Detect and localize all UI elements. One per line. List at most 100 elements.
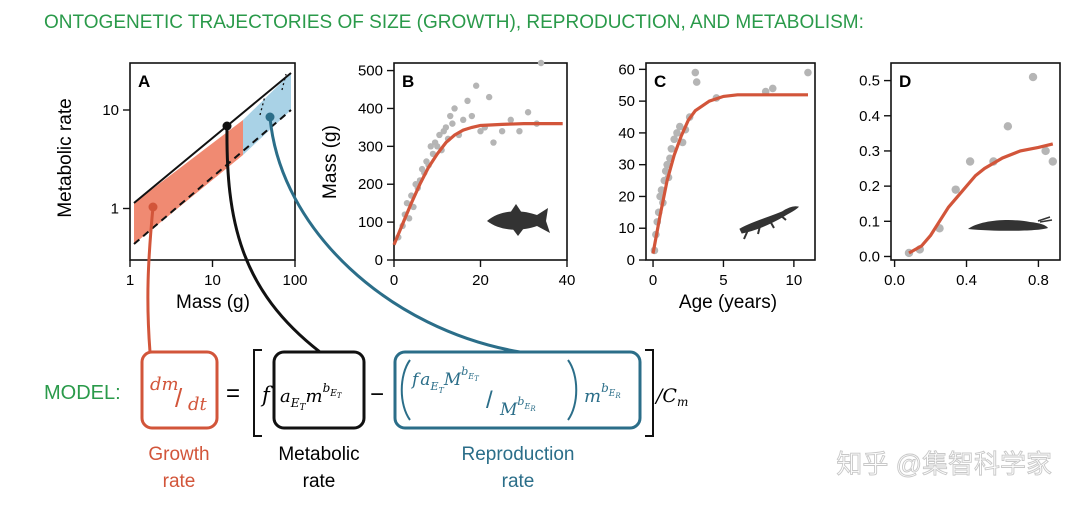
minus-sign: − xyxy=(370,381,384,408)
data-point xyxy=(485,93,493,101)
y-tick-label: 1 xyxy=(111,200,119,217)
panel-a-reproduction-dotted xyxy=(259,73,287,116)
data-point xyxy=(477,127,484,135)
data-point xyxy=(673,129,681,137)
y-tick-label: 10 xyxy=(102,102,119,119)
x-tick-label: 40 xyxy=(559,272,576,289)
slug-icon xyxy=(968,216,1053,231)
y-tick-label: 500 xyxy=(358,63,383,80)
connector-growth xyxy=(146,206,155,353)
y-tick-label: 0.2 xyxy=(859,178,880,195)
panel-a-letter: A xyxy=(138,72,150,91)
x-tick-label: 1 xyxy=(126,272,134,289)
panel-b-letter: B xyxy=(402,72,414,91)
panel-c-y-ticks: 0 10 20 30 40 50 60 xyxy=(618,61,646,269)
y-tick-label: 0.0 xyxy=(859,248,880,265)
data-point xyxy=(667,144,676,153)
x-tick-label: 5 xyxy=(719,272,727,289)
fish-icon xyxy=(487,204,550,236)
panel-a-maintenance-line xyxy=(133,109,292,245)
data-point xyxy=(427,143,434,150)
panel-c-frame xyxy=(645,62,816,261)
data-point xyxy=(1041,146,1050,156)
data-point xyxy=(516,127,523,135)
panel-c-xlabel: Age (years) xyxy=(679,292,777,313)
data-point xyxy=(451,105,458,112)
y-tick-label: 30 xyxy=(618,157,635,174)
data-point xyxy=(460,116,467,124)
panel-a-x-ticks: 1 10 100 xyxy=(126,260,308,289)
reproduction-caption-1: Reproduction xyxy=(461,444,574,465)
panel-a: A 1 10 1 10 100 Metabolic rate Mass (g) xyxy=(55,62,308,313)
x-tick-label: 0.8 xyxy=(1028,272,1049,289)
x-tick-label: 100 xyxy=(282,272,307,289)
data-point xyxy=(490,139,497,146)
metabolic-caption-1: Metabolic xyxy=(278,444,359,465)
panel-b: B 0 100 200 300 400 500 0 20 40 Mass (g) xyxy=(320,59,576,289)
panel-c: C 0 10 20 30 40 50 60 0 5 10 Age (years) xyxy=(618,61,816,313)
growth-numerator: dm xyxy=(150,374,179,395)
x-tick-label: 0.0 xyxy=(884,272,905,289)
data-point xyxy=(507,116,514,124)
panel-d-fit-line xyxy=(908,142,1054,255)
data-point xyxy=(768,84,777,93)
panel-a-xlabel: Mass (g) xyxy=(176,292,250,313)
data-point xyxy=(676,122,684,131)
panel-c-x-ticks: 0 5 10 xyxy=(649,260,802,289)
data-point xyxy=(403,199,411,207)
reproduction-m-term: mbER xyxy=(584,381,621,407)
reproduction-close-paren xyxy=(567,359,578,421)
panel-b-y-ticks: 0 100 200 300 400 500 xyxy=(358,63,394,269)
panel-c-letter: C xyxy=(654,72,666,91)
x-tick-label: 0 xyxy=(649,272,657,289)
x-tick-label: 0 xyxy=(390,272,398,289)
panel-c-fit-line xyxy=(651,93,808,254)
y-tick-label: 200 xyxy=(358,176,383,193)
watermark: 知乎 @集智科学家 xyxy=(836,449,1052,479)
reproduction-box xyxy=(393,350,642,430)
data-point xyxy=(524,109,532,116)
x-tick-label: 20 xyxy=(472,272,489,289)
growth-slash: / xyxy=(175,383,183,413)
panel-d-points xyxy=(904,72,1058,258)
growth-denominator: dt xyxy=(188,394,208,415)
data-point xyxy=(1028,72,1038,82)
y-tick-label: 10 xyxy=(618,220,635,237)
panel-b-x-ticks: 0 20 40 xyxy=(390,260,576,289)
panel-d-x-ticks: 0.0 0.4 0.8 xyxy=(884,260,1049,289)
growth-box xyxy=(140,350,219,430)
y-tick-label: 0.3 xyxy=(859,143,880,160)
data-point xyxy=(691,68,700,77)
metabolic-caption-2: rate xyxy=(303,471,336,492)
data-point xyxy=(449,120,456,127)
data-point xyxy=(663,160,671,169)
growth-caption-1: Growth xyxy=(148,444,209,465)
y-tick-label: 100 xyxy=(358,214,383,231)
data-point xyxy=(1003,122,1013,131)
y-tick-label: 0 xyxy=(375,252,383,269)
y-tick-label: 40 xyxy=(618,125,635,142)
panel-b-frame xyxy=(393,62,568,261)
y-tick-label: 0 xyxy=(627,252,635,269)
y-tick-label: 0.1 xyxy=(859,213,880,230)
y-tick-label: 60 xyxy=(618,61,635,78)
y-tick-label: 0.5 xyxy=(859,73,880,90)
y-tick-label: 300 xyxy=(358,138,383,155)
data-point xyxy=(468,112,476,120)
data-point xyxy=(692,78,701,86)
lizard-icon xyxy=(739,206,799,240)
data-point xyxy=(464,97,471,105)
data-point xyxy=(434,143,441,150)
y-tick-label: 400 xyxy=(358,100,383,117)
data-point xyxy=(537,59,545,67)
y-tick-label: 20 xyxy=(618,188,635,205)
data-point xyxy=(442,124,450,131)
data-point xyxy=(1048,157,1058,166)
reproduction-slash: / xyxy=(486,387,493,414)
reproduction-open-paren xyxy=(400,359,411,421)
panel-b-fit-line xyxy=(392,122,563,246)
figure-title: ONTOGENETIC TRAJECTORIES OF SIZE (GROWTH… xyxy=(44,12,864,33)
model-label: MODEL: xyxy=(44,382,121,404)
x-tick-label: 10 xyxy=(786,272,803,289)
